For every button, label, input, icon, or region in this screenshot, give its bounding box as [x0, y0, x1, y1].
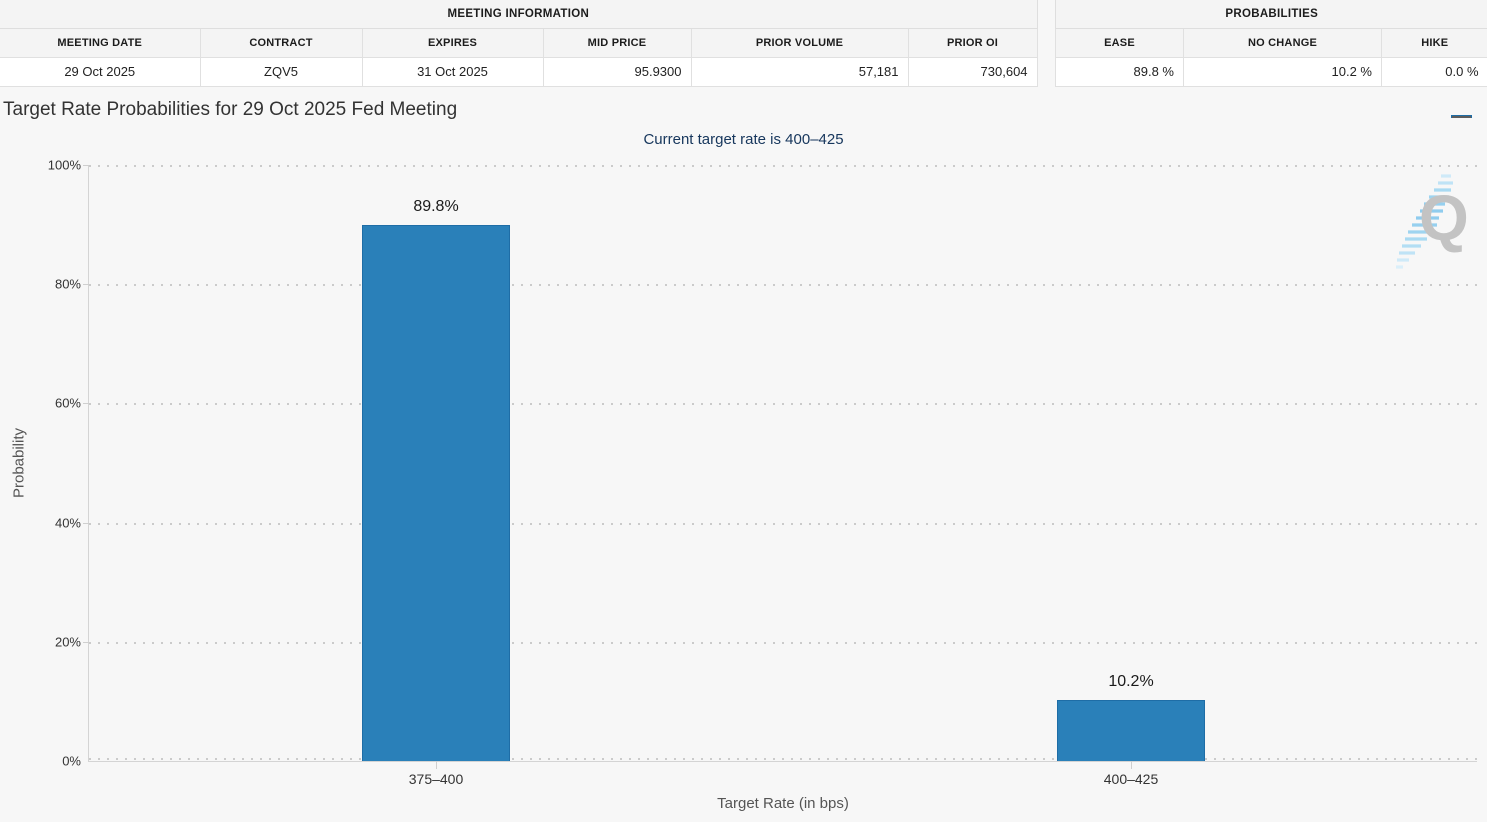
probabilities-table: PROBABILITIES EASE NO CHANGE HIKE 89.8 %…: [1054, 0, 1487, 87]
probabilities-title: PROBABILITIES: [1054, 0, 1487, 29]
y-tick: [83, 641, 89, 643]
expires-header: EXPIRES: [361, 27, 544, 58]
chart-title: Target Rate Probabilities for 29 Oct 202…: [3, 99, 458, 120]
mid-price-header: MID PRICE: [542, 27, 692, 58]
no-change-value: 10.2 %: [1183, 56, 1382, 87]
y-axis-title: Probability: [10, 427, 28, 499]
gridline-0: [89, 758, 1477, 760]
prior-volume-header: PRIOR VOLUME: [690, 27, 909, 58]
meeting-date-header: MEETING DATE: [0, 27, 201, 58]
meeting-info-title: MEETING INFORMATION: [0, 0, 1038, 29]
prior-volume-value: 57,181: [690, 56, 909, 87]
no-change-header: NO CHANGE: [1183, 27, 1382, 58]
x-axis-category-375-400: 375–400: [408, 771, 464, 787]
bar-value-label: 89.8%: [413, 197, 459, 215]
gridline-100: [89, 165, 1477, 167]
hike-value: 0.0 %: [1380, 56, 1487, 87]
gridline-80: [89, 284, 1477, 287]
bar-400-425[interactable]: [1057, 700, 1205, 761]
mid-price-value: 95.9300: [542, 56, 692, 87]
bar-375-400[interactable]: [362, 224, 510, 761]
contract-value: ZQV5: [199, 56, 363, 87]
bar-group-375-400: 89.8%: [362, 165, 510, 761]
bar-group-400-425: 10.2%: [1057, 165, 1205, 761]
chart-export-menu-button[interactable]: [1451, 104, 1473, 121]
gridline-40: [89, 522, 1477, 525]
gridline-20: [89, 641, 1477, 644]
bar-value-label: 10.2%: [1108, 673, 1154, 691]
gridline-60: [89, 403, 1477, 406]
y-tick: [83, 522, 89, 524]
probabilities-row: 89.8 % 10.2 % 0.0 %: [1055, 56, 1487, 87]
prior-oi-header: PRIOR OI: [907, 27, 1038, 58]
y-axis-label-0: 0%: [62, 753, 81, 769]
x-axis-category-400-425: 400–425: [1103, 771, 1159, 787]
ease-value: 89.8 %: [1055, 56, 1184, 87]
y-axis-label-80: 80%: [54, 276, 81, 292]
y-axis-label-40: 40%: [54, 515, 81, 531]
contract-header: CONTRACT: [199, 27, 363, 58]
chart-subtitle: Current target rate is 400–425: [643, 131, 844, 148]
y-tick: [83, 165, 89, 166]
x-axis-title: Target Rate (in bps): [717, 795, 849, 812]
y-tick: [83, 403, 89, 405]
meeting-info-row: 29 Oct 2025 ZQV5 31 Oct 2025 95.9300 57,…: [0, 56, 1038, 87]
ease-header: EASE: [1055, 27, 1184, 58]
prior-oi-value: 730,604: [907, 56, 1038, 87]
y-axis-label-60: 60%: [54, 395, 81, 411]
y-axis-label-20: 20%: [54, 634, 81, 650]
hike-header: HIKE: [1380, 27, 1487, 58]
x-tick: [1131, 761, 1132, 769]
x-tick: [436, 761, 437, 769]
meeting-info-table: MEETING INFORMATION MEETING DATE CONTRAC…: [0, 0, 1038, 87]
y-axis-label-100: 100%: [47, 157, 81, 173]
y-tick: [83, 284, 89, 286]
meeting-date-value: 29 Oct 2025: [0, 56, 201, 87]
plot-area: 100% 80% 60% 40% 20% 0% Probability 89.8…: [11, 158, 1477, 812]
expires-value: 31 Oct 2025: [361, 56, 544, 87]
